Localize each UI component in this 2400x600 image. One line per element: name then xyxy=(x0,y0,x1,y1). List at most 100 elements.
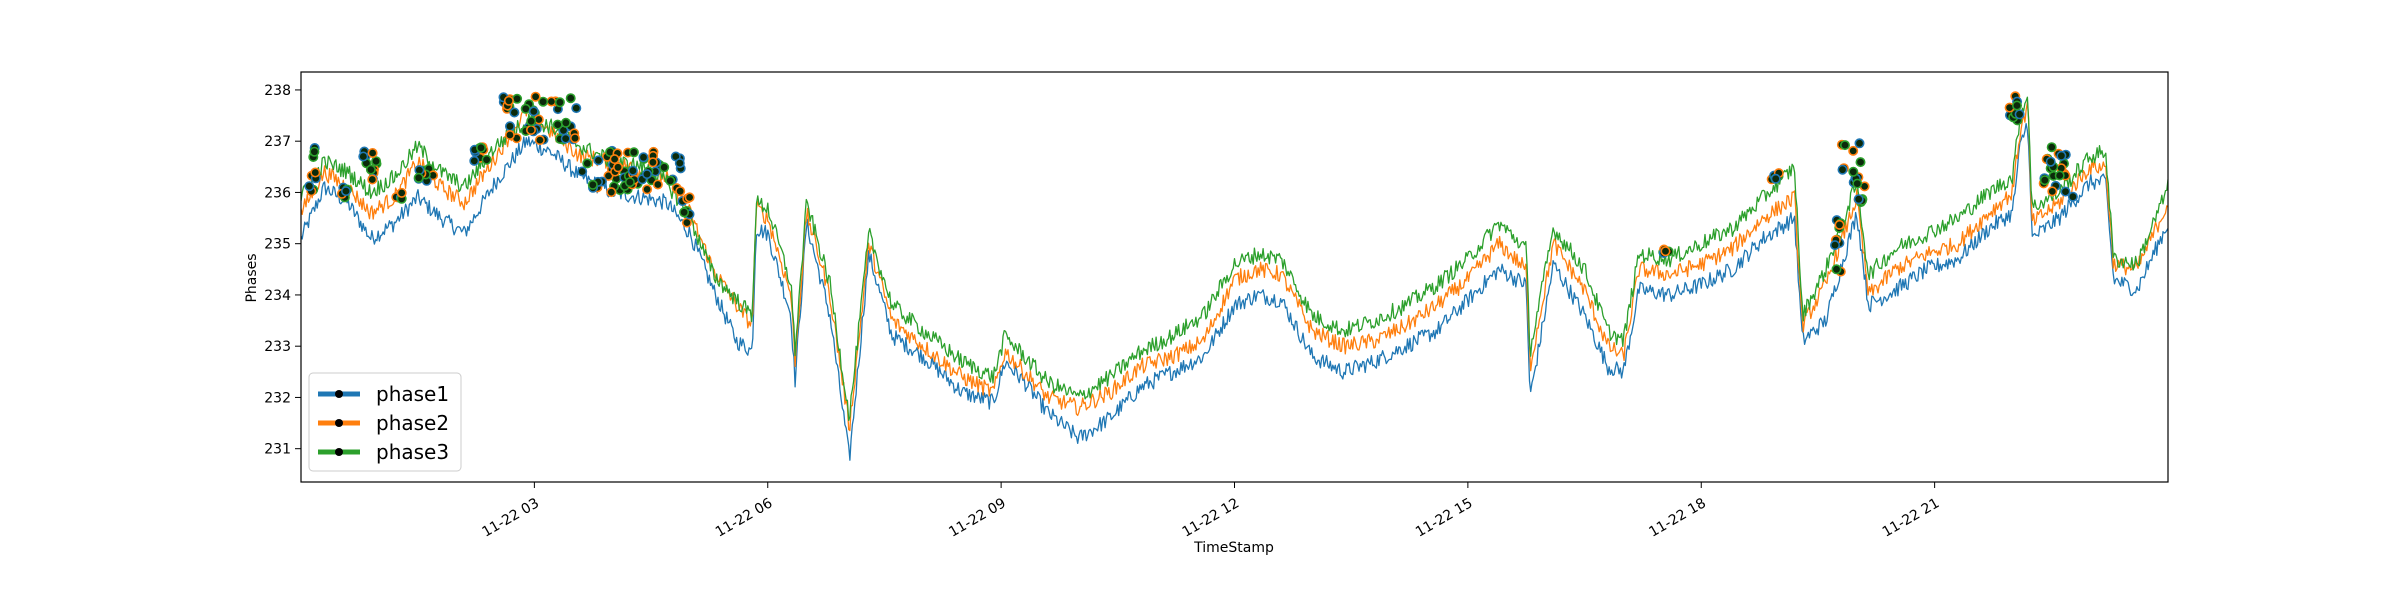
data-marker xyxy=(565,93,576,104)
marker-cluster xyxy=(1830,215,1846,277)
marker-cluster xyxy=(391,187,407,204)
data-marker xyxy=(2060,186,2071,197)
data-marker xyxy=(1834,219,1845,230)
data-marker xyxy=(552,119,563,130)
data-marker xyxy=(1831,264,1842,275)
marker-cluster xyxy=(1766,168,1784,185)
data-marker xyxy=(606,187,617,198)
marker-cluster xyxy=(469,142,492,166)
marker-cluster xyxy=(1658,244,1674,259)
data-marker xyxy=(2054,170,2065,181)
data-marker xyxy=(642,184,653,195)
marker-cluster xyxy=(413,163,439,186)
data-marker xyxy=(641,169,652,180)
data-marker xyxy=(2067,191,2078,202)
marker-cluster xyxy=(498,91,582,146)
data-marker xyxy=(504,130,515,141)
data-marker xyxy=(681,217,692,228)
data-marker xyxy=(512,93,523,104)
y-tick-label: 236 xyxy=(264,185,291,201)
data-marker xyxy=(679,207,690,218)
data-marker xyxy=(684,192,695,203)
y-tick-label: 238 xyxy=(264,83,291,99)
data-marker xyxy=(582,158,593,169)
data-marker xyxy=(560,133,571,144)
legend-label-phase2: phase2 xyxy=(376,411,449,435)
data-marker xyxy=(609,154,620,165)
marker-cluster xyxy=(677,192,695,228)
legend-marker-phase1 xyxy=(335,390,343,398)
legend-label-phase1: phase1 xyxy=(376,382,449,406)
data-marker xyxy=(1852,178,1863,189)
data-marker xyxy=(624,177,635,188)
data-marker xyxy=(571,103,582,114)
data-marker xyxy=(525,125,536,136)
y-tick-label: 237 xyxy=(264,134,291,150)
marker-cluster xyxy=(1836,138,1870,208)
data-marker xyxy=(628,147,639,158)
data-marker xyxy=(2045,156,2056,167)
data-marker xyxy=(1830,240,1841,251)
data-marker xyxy=(365,164,376,175)
data-marker xyxy=(530,91,541,102)
data-marker xyxy=(367,174,378,185)
marker-cluster xyxy=(2038,142,2078,202)
data-marker xyxy=(1854,138,1865,149)
marker-cluster xyxy=(2004,91,2025,126)
data-marker xyxy=(509,107,520,118)
marker-cluster xyxy=(622,146,686,197)
data-marker xyxy=(1837,164,1848,175)
data-marker xyxy=(520,103,531,114)
data-marker xyxy=(481,154,492,165)
legend-label-phase3: phase3 xyxy=(376,440,449,464)
data-marker xyxy=(1660,246,1671,257)
data-marker xyxy=(593,155,604,166)
y-tick-label: 232 xyxy=(264,390,291,406)
data-marker xyxy=(538,96,549,107)
data-marker xyxy=(1853,194,1864,205)
y-tick-label: 235 xyxy=(264,237,291,253)
data-marker xyxy=(1855,157,1866,168)
legend-marker-phase2 xyxy=(335,419,343,427)
data-marker xyxy=(2039,175,2050,186)
data-marker xyxy=(612,162,623,173)
marker-cluster xyxy=(336,182,353,203)
data-marker xyxy=(2014,109,2025,120)
data-marker xyxy=(2047,186,2058,197)
data-marker xyxy=(1840,140,1851,151)
data-marker xyxy=(340,186,351,197)
data-marker xyxy=(554,97,565,108)
data-marker xyxy=(674,158,685,169)
data-marker xyxy=(577,166,588,177)
data-marker xyxy=(1848,166,1859,177)
data-marker xyxy=(358,151,369,162)
data-marker xyxy=(534,135,545,146)
legend: phase1 phase2 phase3 xyxy=(308,372,462,472)
y-tick-label: 234 xyxy=(264,288,291,304)
data-marker xyxy=(652,179,663,190)
data-marker xyxy=(665,175,676,186)
data-marker xyxy=(587,179,598,190)
data-marker xyxy=(396,187,407,198)
data-marker xyxy=(371,156,382,167)
y-axis: 231 232 233 234 235 236 237 238 xyxy=(264,83,301,458)
data-marker xyxy=(304,181,315,192)
marker-cluster xyxy=(304,143,321,197)
data-marker xyxy=(310,167,321,178)
data-marker xyxy=(675,186,686,197)
data-marker xyxy=(560,117,571,128)
legend-marker-phase3 xyxy=(335,448,343,456)
y-tick-label: 231 xyxy=(264,442,291,458)
data-marker xyxy=(627,165,638,176)
data-marker xyxy=(528,106,539,117)
data-marker xyxy=(503,95,514,106)
data-marker xyxy=(309,146,320,157)
x-axis-label: TimeStamp xyxy=(1193,540,1274,556)
data-marker xyxy=(569,133,580,144)
y-axis-label: Phases xyxy=(244,253,260,302)
data-marker xyxy=(526,116,537,127)
data-marker xyxy=(2046,142,2057,153)
data-marker xyxy=(1770,173,1781,184)
